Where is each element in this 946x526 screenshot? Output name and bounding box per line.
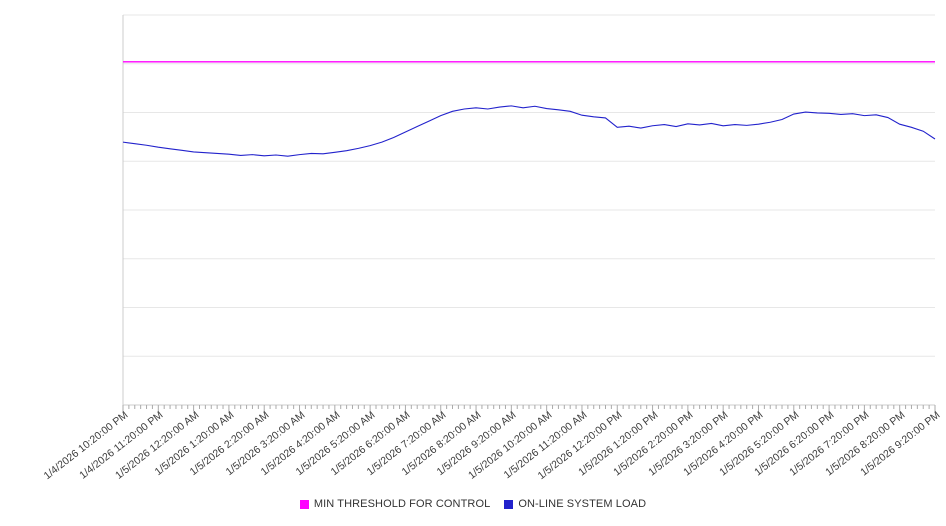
chart-legend: MIN THRESHOLD FOR CONTROL ON-LINE SYSTEM… — [0, 498, 946, 510]
legend-swatch-load — [504, 499, 514, 509]
legend-item-system-load: ON-LINE SYSTEM LOAD — [504, 498, 646, 510]
system-load-line — [122, 105, 936, 157]
legend-label-threshold: MIN THRESHOLD FOR CONTROL — [313, 498, 491, 510]
legend-label-load: ON-LINE SYSTEM LOAD — [518, 498, 647, 510]
legend-item-min-threshold: MIN THRESHOLD FOR CONTROL — [299, 498, 491, 510]
legend-swatch-threshold — [299, 499, 309, 509]
